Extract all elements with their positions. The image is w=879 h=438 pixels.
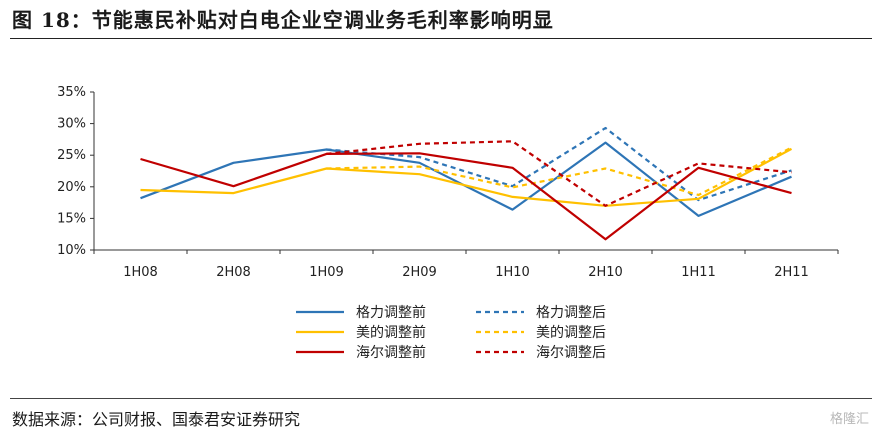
x-tick-label: 2H11 (774, 265, 809, 280)
y-tick-label: 35% (57, 85, 86, 100)
series-line-4 (326, 146, 792, 197)
x-tick-label: 1H11 (681, 265, 716, 280)
watermark: 格隆汇 (829, 412, 869, 427)
series-line-6 (326, 140, 792, 207)
legend-label: 格力调整前 (356, 304, 426, 321)
x-tick-label: 1H10 (495, 265, 530, 280)
y-tick-label: 15% (57, 211, 86, 226)
legend-label: 海尔调整后 (536, 345, 606, 361)
title-rule (10, 38, 872, 39)
source-rule (10, 398, 872, 399)
chart-axes: 10% 15% 20% 25% 30% 35% 1H08 2H08 1H09 2H09 1H10 2H… (57, 85, 839, 280)
x-tick-label: 1H08 (123, 265, 158, 280)
figure-title: 图 18：节能惠民补贴对白电企业空调业务毛利率影响明显 (12, 8, 554, 32)
legend-label: 美的调整前 (356, 324, 426, 341)
legend-label: 海尔调整前 (356, 344, 426, 361)
series-line-1 (140, 141, 792, 217)
series-line-3 (140, 147, 793, 207)
source-note: 数据来源：公司财报、国泰君安证券研究 (12, 410, 301, 429)
y-tick-label: 25% (57, 148, 86, 163)
x-tick-label: 2H08 (216, 265, 251, 280)
legend-label: 格力调整后 (536, 305, 606, 321)
y-tick-label: 20% (57, 180, 86, 195)
legend-label: 美的调整后 (536, 325, 606, 341)
x-tick-label: 2H10 (588, 265, 623, 280)
x-tick-label: 1H09 (309, 265, 344, 280)
y-tick-label: 30% (57, 117, 86, 132)
series-layer (140, 126, 793, 241)
series-line-2 (326, 126, 792, 202)
y-tick-label: 10% (57, 243, 86, 258)
series-line-5 (140, 152, 792, 241)
x-tick-label: 2H09 (402, 265, 437, 280)
